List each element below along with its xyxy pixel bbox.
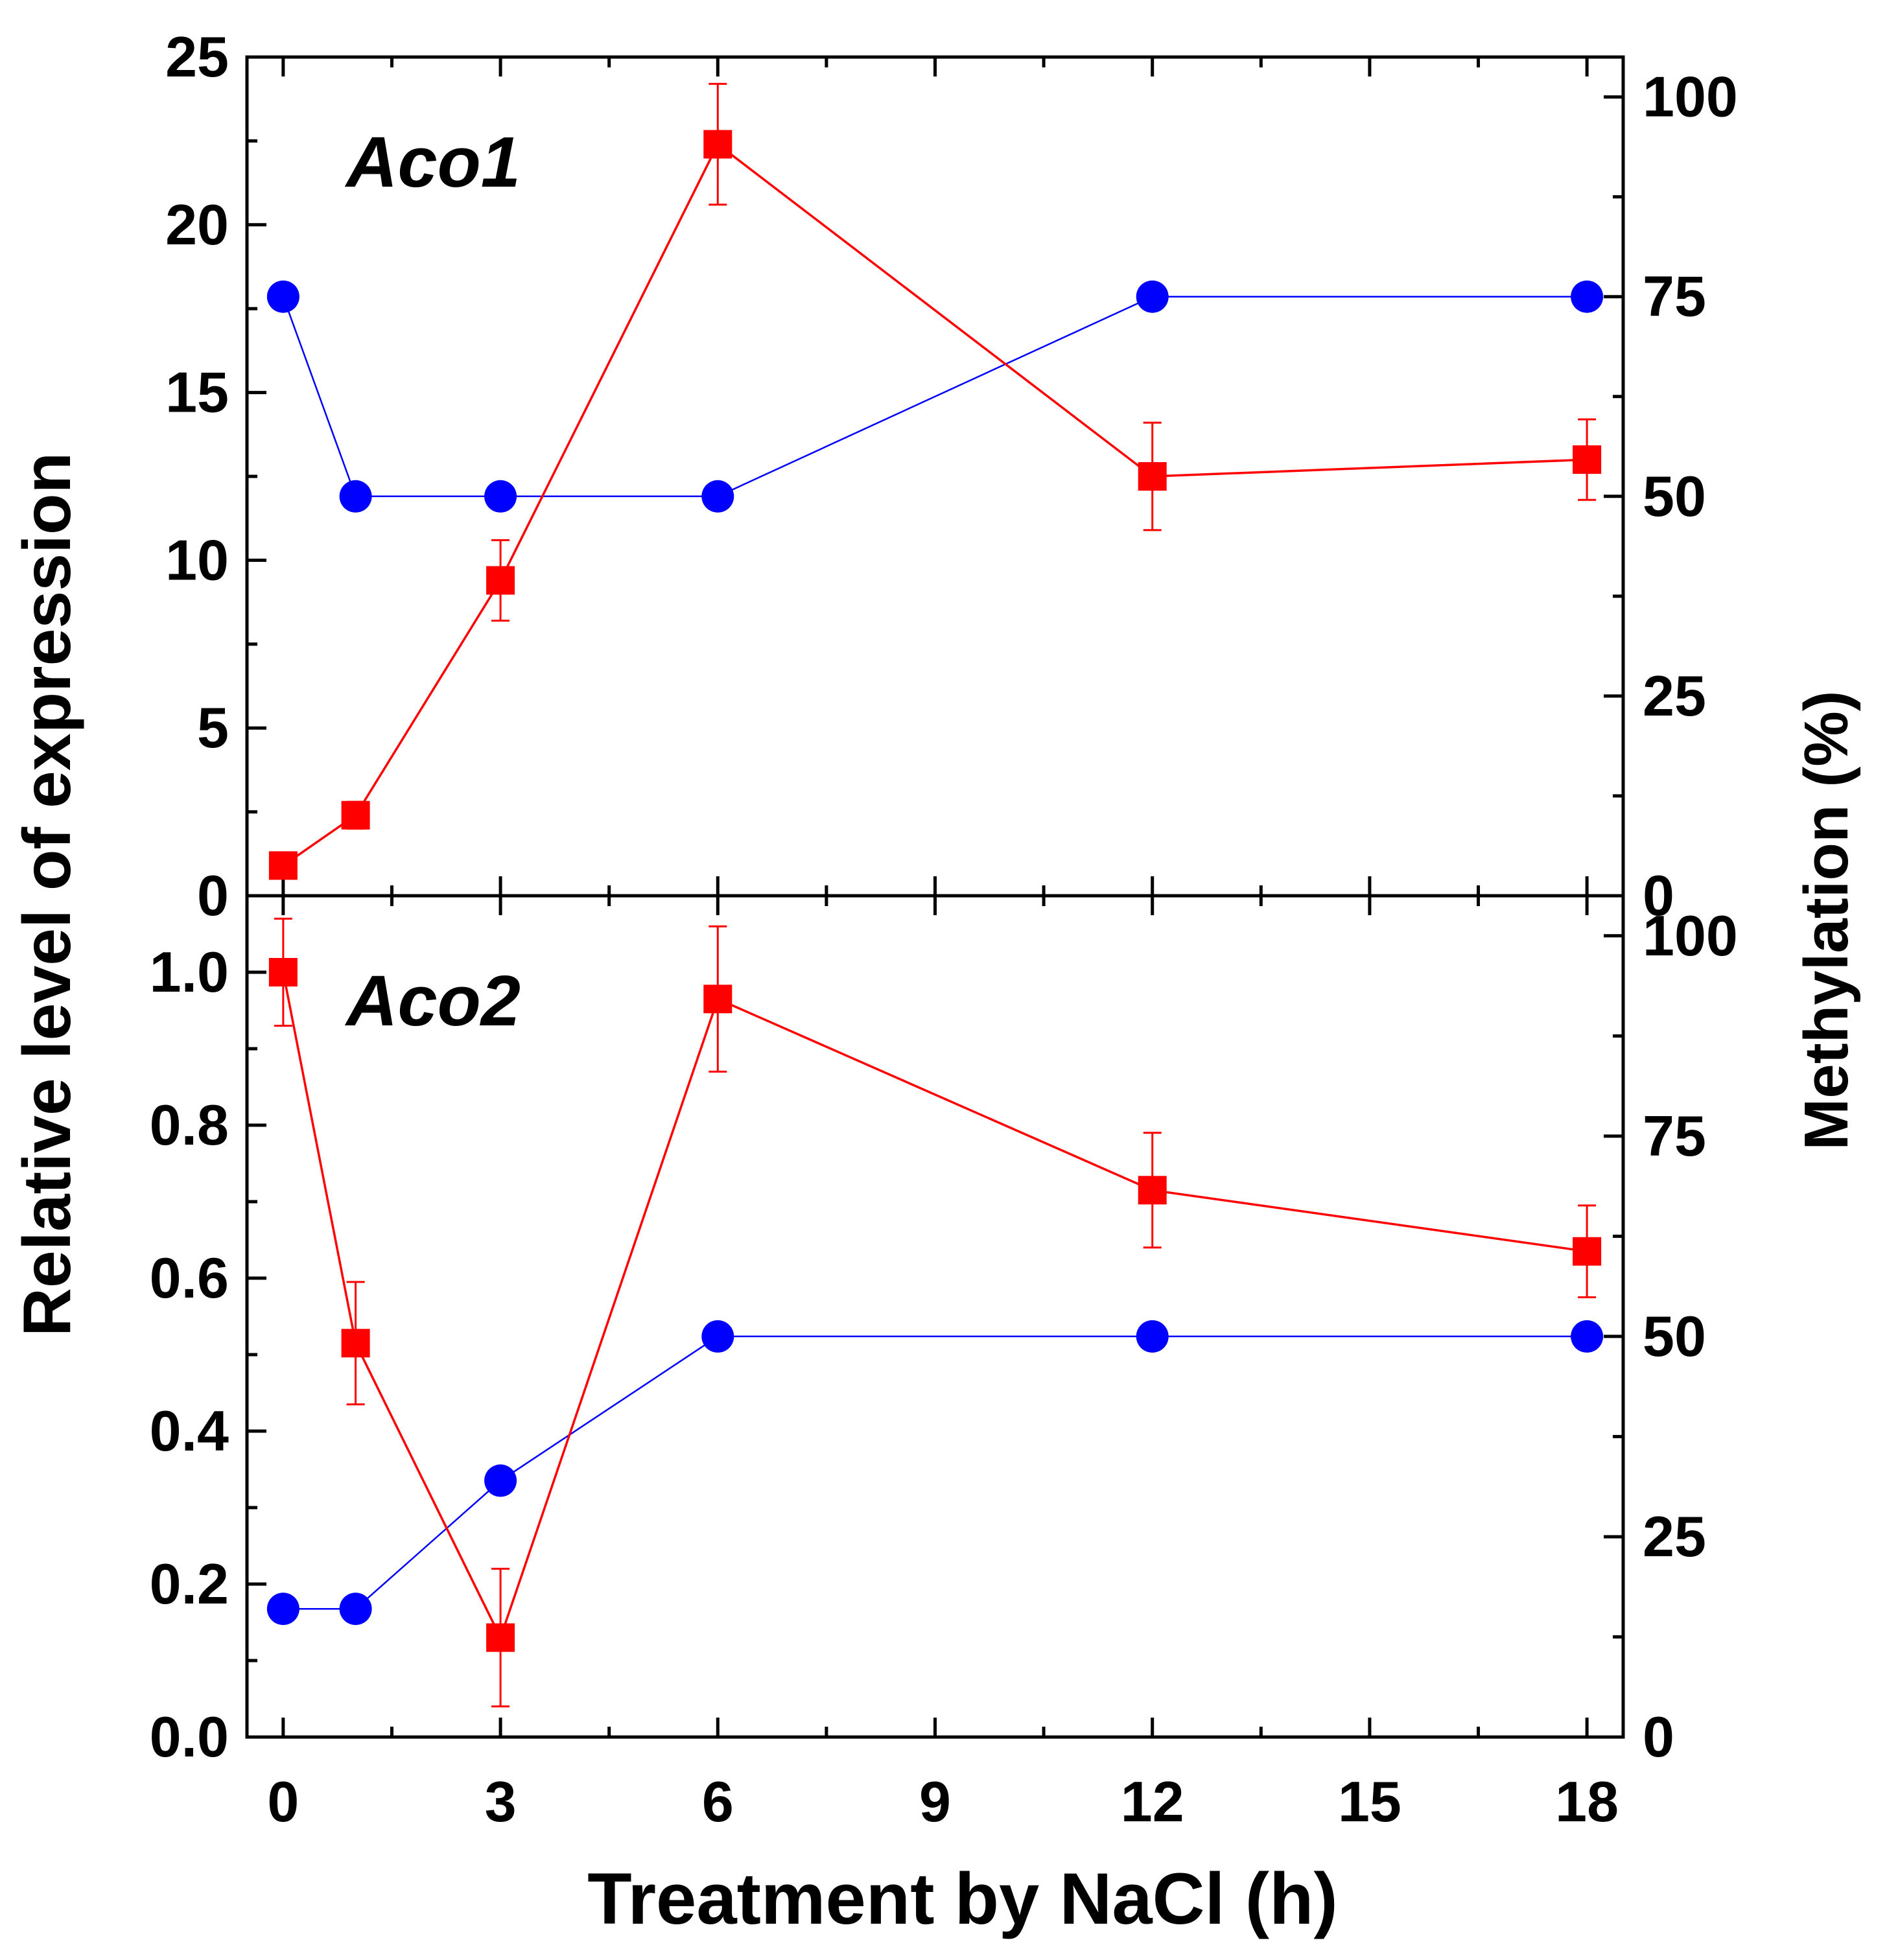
expression-point [341,800,370,830]
right-tick-label: 50 [1643,464,1706,528]
panel-aco2: 0.0 0.2 0.4 0.6 0.8 1.0 0 25 50 75 100 Aco2 [150,894,1738,1769]
methylation-point [266,1592,299,1626]
x-tick-label: 6 [702,1769,734,1834]
expression-line [282,142,1588,867]
left-tick-label: 0.8 [150,1093,229,1157]
right-tick-label: 0 [1643,1705,1674,1769]
x-tick-label: 3 [485,1769,517,1834]
panels: 0 5 10 15 20 25 0 25 50 75 100 Aco1 0.0 0.2 0.4 0.6 0.8 1… [150,25,1738,1769]
left-tick-label: 5 [197,695,229,760]
methylation-point [701,480,734,513]
right-y-axis-title: Methylation (%) [1792,690,1861,1150]
methylation-line [282,296,1588,498]
left-tick-label: 15 [165,360,229,425]
methylation-point [266,280,299,313]
methylation-point [339,1592,372,1626]
left-tick-label: 25 [165,25,229,89]
x-tick-label: 9 [919,1769,951,1834]
expression-point [1138,1176,1167,1205]
x-tick-label: 12 [1121,1769,1184,1834]
right-tick-label: 75 [1643,1104,1706,1168]
panel-aco1: 0 5 10 15 20 25 0 25 50 75 100 Aco1 [165,25,1738,928]
expression-point [268,958,298,986]
expression-line [282,972,1588,1641]
expression-point [1138,462,1167,491]
x-tick-label: 0 [267,1769,299,1834]
left-tick-label: 0.0 [150,1705,229,1769]
left-tick-label: 0.6 [150,1246,229,1310]
left-tick-label: 0 [197,863,229,928]
expression-point [486,566,515,595]
expression-point [341,1329,370,1358]
x-axis: 0 3 6 9 12 15 18 [267,1769,1619,1834]
left-tick-label: 1.0 [150,940,229,1004]
x-axis-title: Treatment by NaCl (h) [587,1858,1338,1939]
series-methylation [266,280,1604,513]
expression-point [703,130,733,159]
expression-point [268,851,298,880]
methylation-point [484,480,517,513]
series-methylation [266,1320,1604,1626]
methylation-line [283,1335,1588,1610]
right-tick-label: 75 [1643,264,1706,329]
right-tick-label: 0 [1643,863,1674,928]
right-tick-label: 100 [1643,65,1738,129]
expression-point [703,985,733,1014]
x-tick-label: 15 [1338,1769,1401,1834]
methylation-point [484,1464,517,1497]
left-tick-label: 10 [165,528,229,592]
panel-label: Aco1 [344,122,521,202]
left-y-axis-title: Relative level of expression [10,452,85,1336]
right-tick-label: 25 [1643,1504,1706,1569]
expression-point [1573,445,1602,474]
methylation-point [701,1320,734,1353]
methylation-point [1136,1320,1169,1353]
methylation-point [339,480,372,513]
left-tick-label: 0.4 [150,1399,229,1463]
methylation-point [1571,1320,1604,1353]
series-expression [268,917,1602,1708]
expression-point [486,1623,515,1652]
methylation-point [1136,280,1169,313]
methylation-point [1571,280,1604,313]
right-tick-label: 25 [1643,664,1706,728]
panel-label: Aco2 [344,961,521,1041]
expression-point [1573,1237,1602,1266]
left-tick-label: 0.2 [150,1552,229,1616]
right-tick-label: 50 [1643,1304,1706,1368]
series-expression [268,82,1602,880]
x-tick-label: 18 [1555,1769,1619,1834]
left-tick-label: 20 [165,192,229,257]
right-tick-label: 100 [1643,904,1738,968]
